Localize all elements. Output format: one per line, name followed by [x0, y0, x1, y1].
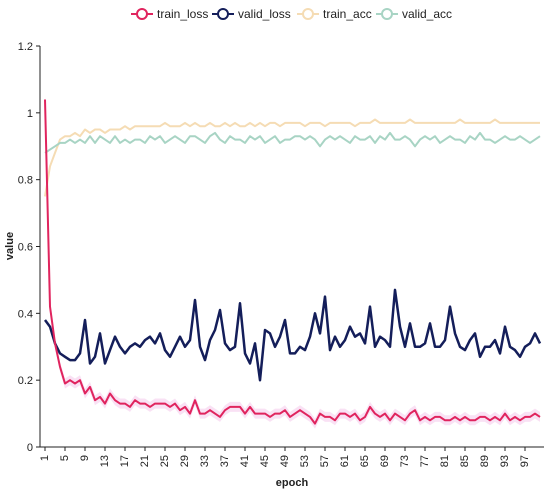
- x-tick-label: 89: [479, 455, 491, 467]
- x-axis-label: epoch: [276, 477, 309, 489]
- x-tick-label: 5: [59, 455, 71, 461]
- x-tick-label: 1: [39, 455, 51, 461]
- x-tick-label: 17: [119, 455, 131, 467]
- legend-marker-icon: [136, 8, 148, 20]
- x-tick-label: 33: [199, 455, 211, 467]
- y-tick-label: 0.6: [18, 242, 33, 254]
- x-tick-label: 9: [79, 455, 91, 461]
- y-tick-label: 0.2: [18, 375, 33, 387]
- axes: [39, 46, 544, 448]
- x-tick-label: 65: [359, 455, 371, 467]
- x-tick-label: 45: [259, 455, 271, 467]
- x-tick-label: 97: [519, 455, 531, 467]
- legend-marker-icon: [217, 8, 229, 20]
- y-tick-label: 0: [27, 442, 33, 454]
- y-tick-label: 1.2: [18, 41, 33, 53]
- legend-label: train_acc: [323, 7, 372, 21]
- x-tick-label: 93: [499, 455, 511, 467]
- x-tick-label: 61: [339, 455, 351, 467]
- legend-item-train-acc[interactable]: train_acc: [297, 7, 372, 21]
- legend: train_loss valid_loss train_acc valid_acc: [131, 7, 452, 21]
- y-tick-labels: 0 0.2 0.4 0.6 0.8 1 1.2: [18, 41, 40, 454]
- x-tick-label: 13: [99, 455, 111, 467]
- x-tick-label: 25: [159, 455, 171, 467]
- x-tick-label: 81: [439, 455, 451, 467]
- x-tick-label: 49: [279, 455, 291, 467]
- series-line-train-loss: [44, 99, 541, 425]
- train-loss-band: [45, 94, 540, 429]
- y-tick-label: 0.4: [18, 308, 33, 320]
- y-axis-label: value: [4, 232, 16, 260]
- x-tick-label: 57: [319, 455, 331, 467]
- legend-label: valid_loss: [238, 7, 291, 21]
- x-tick-label: 73: [399, 455, 411, 467]
- x-tick-label: 69: [379, 455, 391, 467]
- x-tick-label: 29: [179, 455, 191, 467]
- y-tick-label: 0.8: [18, 175, 33, 187]
- series-line-valid-acc: [44, 131, 541, 154]
- legend-marker-icon: [381, 8, 393, 20]
- legend-item-valid-acc[interactable]: valid_acc: [376, 7, 452, 21]
- legend-item-valid-loss[interactable]: valid_loss: [212, 7, 291, 21]
- series-line-train-acc: [44, 118, 540, 197]
- legend-label: valid_acc: [402, 7, 452, 21]
- legend-marker-icon: [302, 8, 314, 20]
- x-tick-label: 85: [459, 455, 471, 467]
- series-lines: [43, 99, 542, 425]
- x-tick-labels: 1 5 9 13 17 21 25 29 33 37 41 45 49 53 57 61 65 69 73 77 81 8…: [39, 447, 531, 467]
- series-line-valid-loss: [43, 288, 542, 382]
- x-tick-label: 77: [419, 455, 431, 467]
- x-tick-label: 53: [299, 455, 311, 467]
- x-tick-label: 21: [139, 455, 151, 467]
- legend-item-train-loss[interactable]: train_loss: [131, 7, 208, 21]
- train-loss-band-area: [45, 94, 540, 429]
- legend-label: train_loss: [157, 7, 208, 21]
- x-tick-label: 37: [219, 455, 231, 467]
- y-tick-label: 1: [27, 108, 33, 120]
- x-tick-label: 41: [239, 455, 251, 467]
